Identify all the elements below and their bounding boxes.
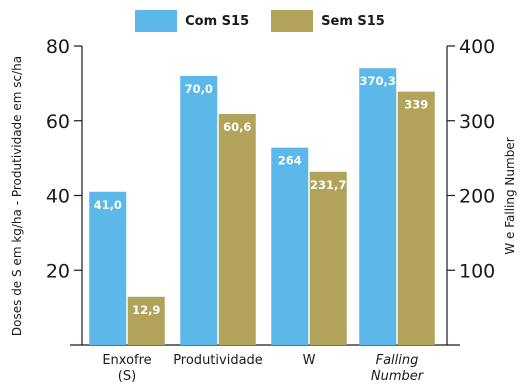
x-tick-label: Produtividade xyxy=(173,353,263,368)
left-tick-label: 80 xyxy=(46,36,70,58)
legend-item-com-s15: Com S15 xyxy=(135,10,249,32)
x-tick-label: Falling xyxy=(376,353,419,368)
bar-value-label: 70,0 xyxy=(185,82,213,96)
legend-item-sem-s15: Sem S15 xyxy=(271,10,385,32)
bar-value-label: 231,7 xyxy=(310,178,346,192)
bar-com-s15-2 xyxy=(271,147,309,345)
bar-sem-s15-2 xyxy=(309,171,347,345)
left-tick-label: 20 xyxy=(46,260,70,282)
legend-swatch-com-s15 xyxy=(135,10,178,32)
left-tick-label: 40 xyxy=(46,186,70,208)
y-axis-label-right: W e Falling Number xyxy=(503,137,517,254)
bar-value-label: 41,0 xyxy=(94,198,122,212)
bar-com-s15-1 xyxy=(180,75,218,346)
x-tick-label: Number xyxy=(371,369,425,384)
bar-value-label: 264 xyxy=(278,154,302,168)
bar-com-s15-3 xyxy=(359,68,397,346)
y-axis-label-left: Doses de S em kg/ha - Produtividade em s… xyxy=(10,56,24,336)
bar-sem-s15-0 xyxy=(127,296,165,345)
x-tick-label: W xyxy=(303,353,316,368)
legend-swatch-sem-s15 xyxy=(271,10,314,32)
bar-value-label: 60,6 xyxy=(223,120,251,134)
right-tick-label: 200 xyxy=(459,186,495,208)
right-tick-label: 400 xyxy=(459,36,495,58)
bar-value-label: 370,3 xyxy=(360,74,396,88)
right-tick-label: 300 xyxy=(459,111,495,133)
x-tick-label: (S) xyxy=(118,369,136,384)
left-tick-label: 60 xyxy=(46,111,70,133)
bar-value-label: 339 xyxy=(404,98,428,112)
bar-sem-s15-1 xyxy=(218,114,256,346)
legend: Com S15 Sem S15 xyxy=(0,10,520,32)
bar-sem-s15-3 xyxy=(397,91,435,345)
right-tick-label: 100 xyxy=(459,260,495,282)
x-tick-label: Enxofre xyxy=(102,353,151,368)
bar-com-s15-0 xyxy=(89,191,127,345)
legend-label-sem-s15: Sem S15 xyxy=(321,13,385,29)
legend-label-com-s15: Com S15 xyxy=(185,13,250,29)
bar-value-label: 12,9 xyxy=(132,303,160,317)
